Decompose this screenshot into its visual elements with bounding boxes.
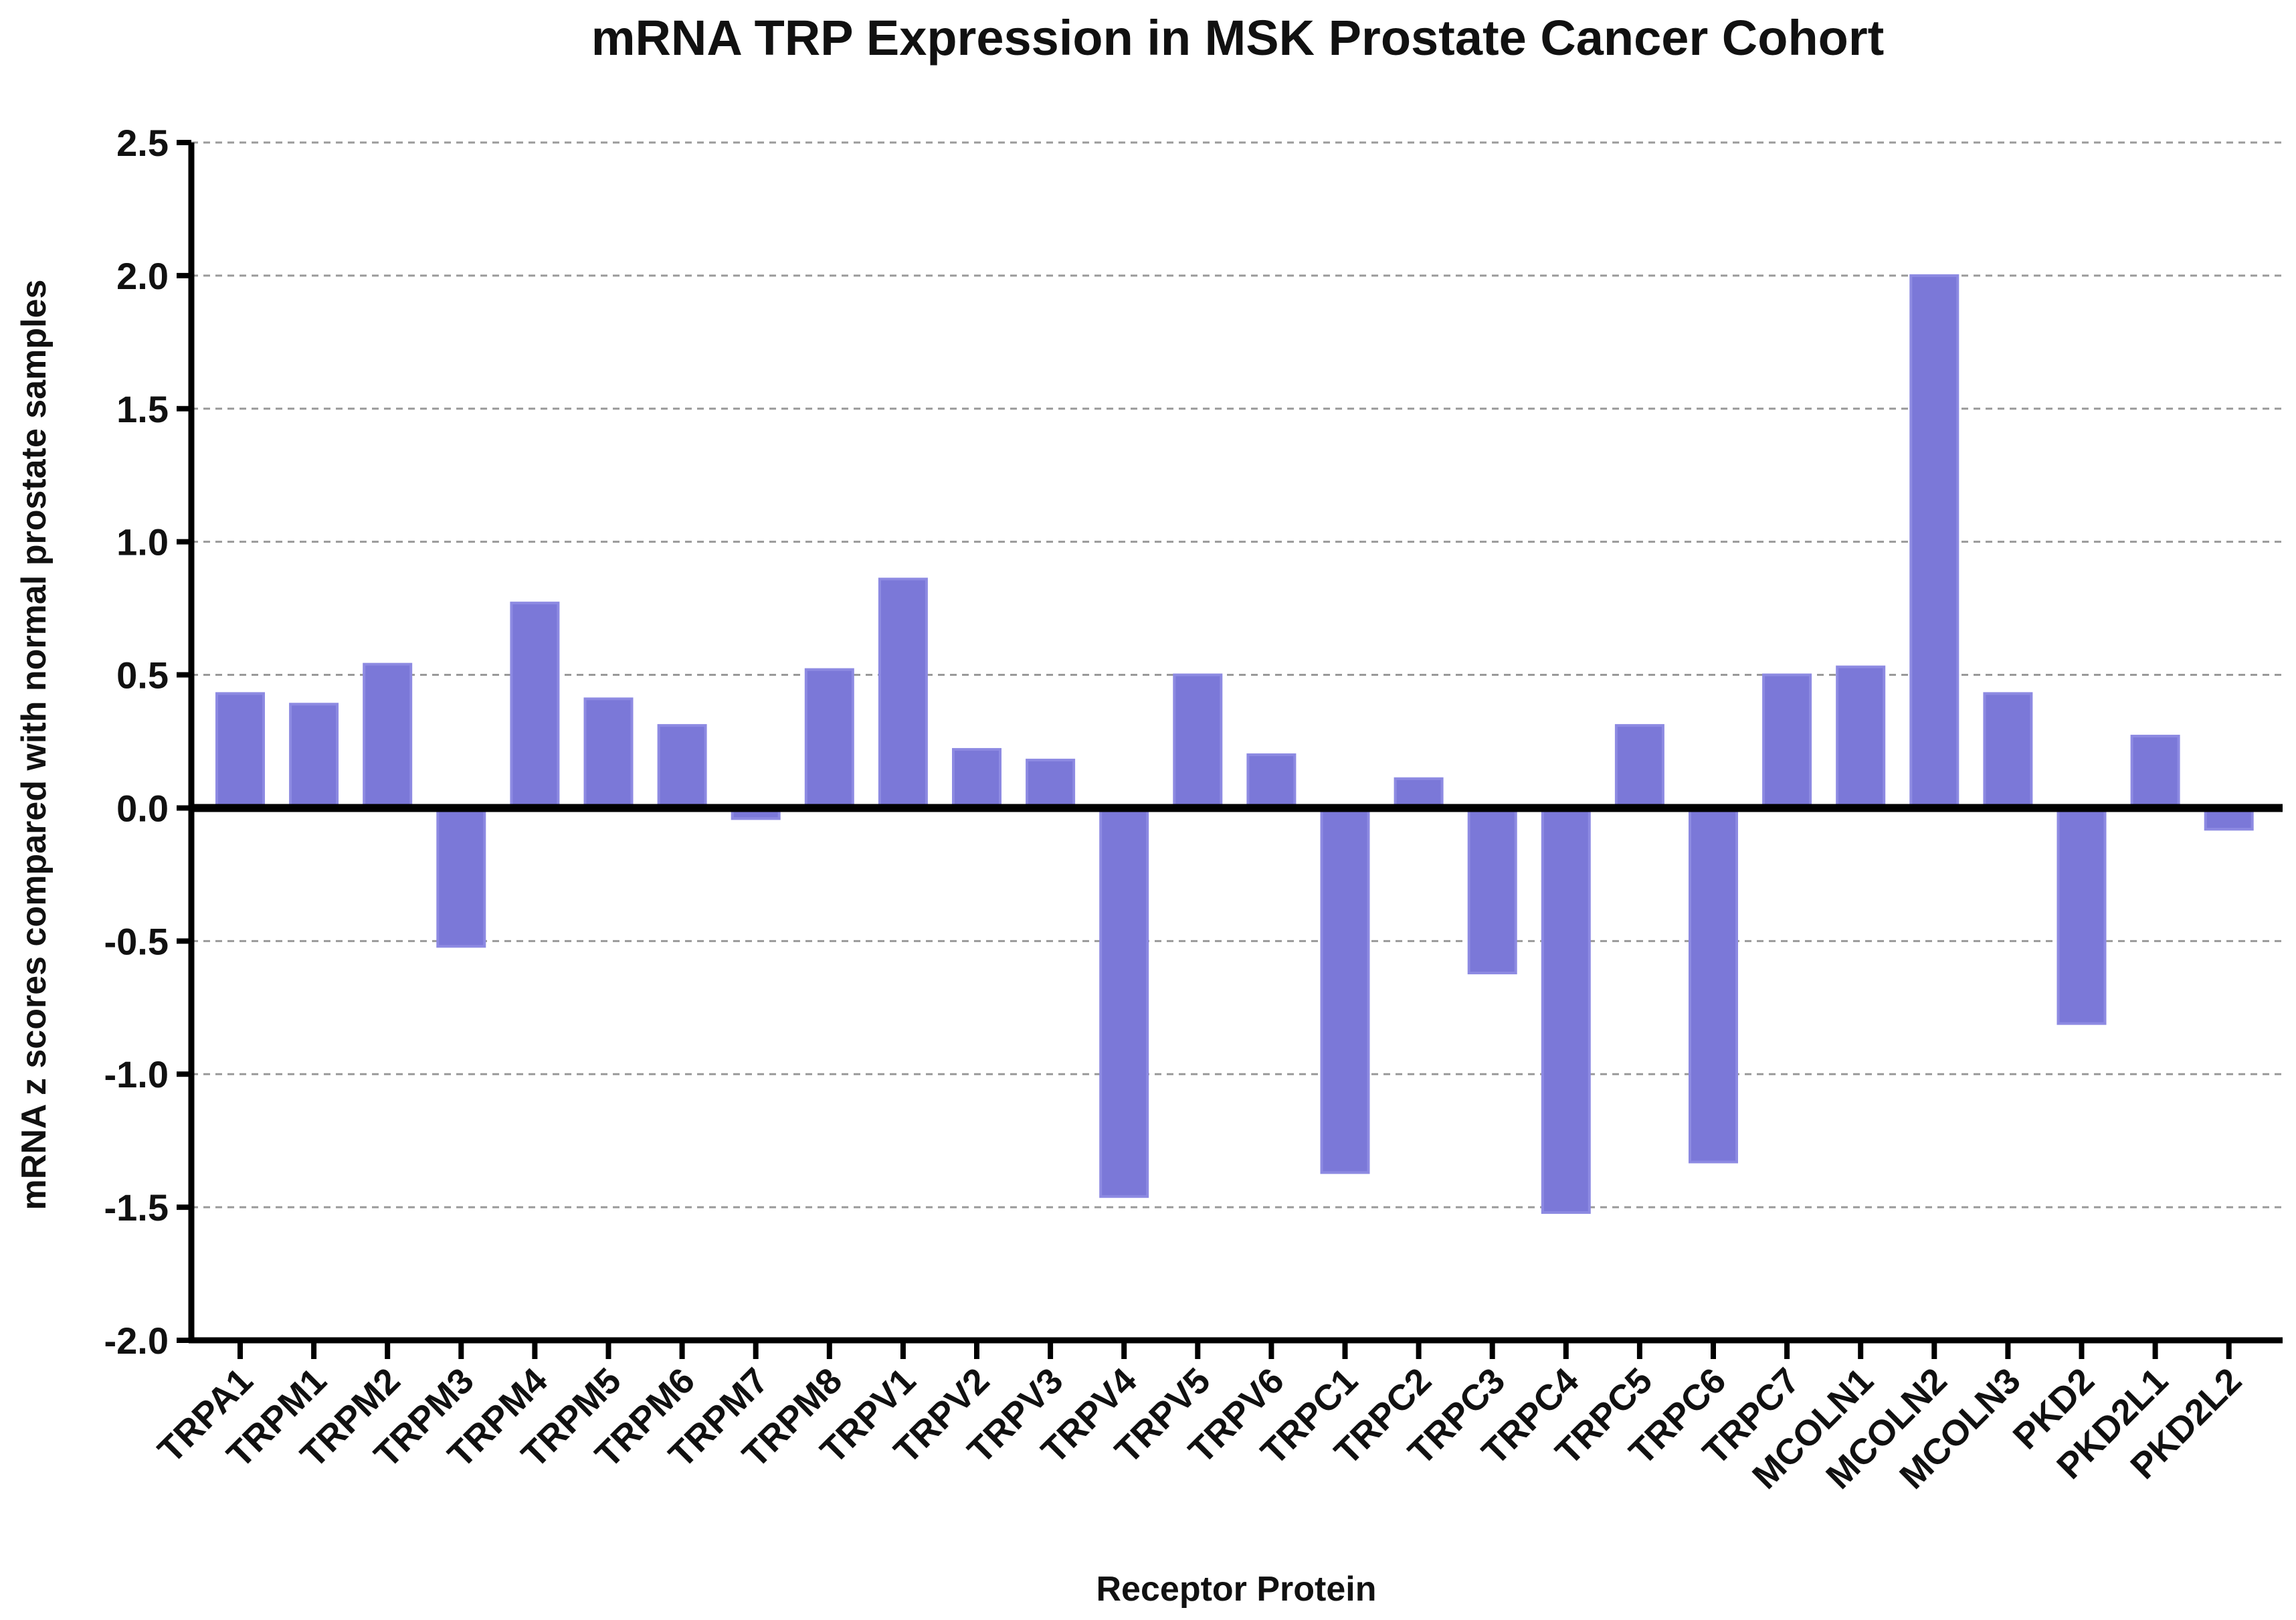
y-tick-label: 0.0 xyxy=(116,787,169,829)
x-tick-labels: TRPA1TRPM1TRPM2TRPM3TRPM4TRPM5TRPM6TRPM7… xyxy=(151,1360,2249,1497)
bar-trpm3 xyxy=(436,806,486,948)
bar-trpv5 xyxy=(1173,673,1223,810)
bar-trpv4 xyxy=(1099,806,1149,1198)
bar-trpm1 xyxy=(289,703,339,810)
chart-title: mRNA TRP Expression in MSK Prostate Canc… xyxy=(591,10,1885,66)
y-tick-label: 0.5 xyxy=(116,654,169,697)
bar-trpm5 xyxy=(583,697,634,810)
bar-pkd2 xyxy=(2056,806,2107,1025)
y-tick-label: -2.0 xyxy=(104,1320,169,1362)
bar-trpv6 xyxy=(1246,753,1297,810)
bar-trpa1 xyxy=(215,692,265,810)
bar-trpv1 xyxy=(878,577,928,810)
y-tick-labels: 2.5 2.0 1.5 1.0 0.5 0.0 -0.5 -1.0 -1.5 -2.0 xyxy=(104,122,169,1362)
bar-trpc5 xyxy=(1614,724,1664,810)
y-tick-label: 1.0 xyxy=(116,521,169,563)
axes xyxy=(177,140,2283,1359)
bar-trpv3 xyxy=(1026,758,1076,810)
bars xyxy=(215,274,2254,1214)
y-tick-label: -1.0 xyxy=(104,1053,169,1095)
bar-trpm4 xyxy=(510,602,560,810)
bar-trpm2 xyxy=(363,662,413,810)
bar-mcoln1 xyxy=(1836,665,1886,810)
bar-mcoln3 xyxy=(1983,692,2033,810)
y-tick-label: 1.5 xyxy=(116,388,169,430)
bar-trpv2 xyxy=(952,747,1001,810)
y-tick-label: 2.0 xyxy=(116,255,169,297)
y-tick-label: -1.5 xyxy=(104,1186,169,1229)
bar-trpc6 xyxy=(1689,806,1738,1164)
y-tick-label: 2.5 xyxy=(116,122,169,164)
gridlines xyxy=(191,141,2283,1208)
bar-mcoln2 xyxy=(1909,274,1959,810)
bar-trpc4 xyxy=(1541,806,1591,1214)
bar-trpm6 xyxy=(657,724,707,810)
bar-trpc1 xyxy=(1320,806,1370,1174)
bar-trpc7 xyxy=(1762,673,1812,810)
x-axis-title: Receptor Protein xyxy=(1096,1570,1377,1609)
bar-pkd2l1 xyxy=(2130,735,2180,810)
bar-trpc3 xyxy=(1467,806,1517,975)
y-axis-title: mRNA z scores compared with normal prost… xyxy=(15,280,54,1210)
y-tick-label: -0.5 xyxy=(104,920,169,962)
bar-trpc2 xyxy=(1394,777,1444,810)
bar-trpm8 xyxy=(804,668,854,810)
